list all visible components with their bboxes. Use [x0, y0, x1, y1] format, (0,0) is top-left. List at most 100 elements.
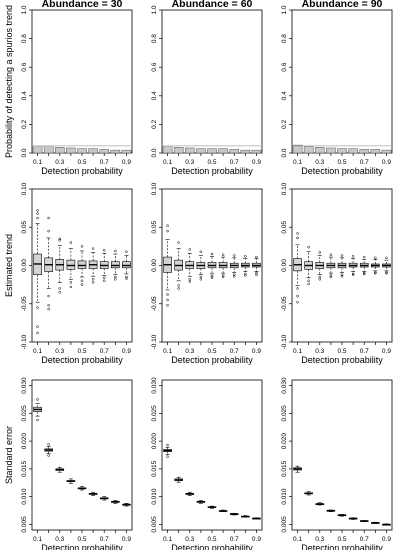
bar [229, 149, 240, 154]
panel-6: -0.10 -0.05 0.00 0.05 0.10 0.1 0.3 0.5 0.7 0.9Det… [281, 182, 393, 365]
outlier-point [351, 255, 355, 258]
outlier-point [58, 291, 62, 294]
outlier-point [329, 275, 333, 279]
outlier-point [221, 274, 225, 277]
box-0.8 [371, 521, 380, 524]
y-tick-label: 0.020 [281, 433, 288, 450]
panel-2: Abundance = 60 0.0 0.2 0.4 0.6 0.8 1.0 0.1 0.3 0.… [151, 0, 263, 176]
bar [218, 148, 228, 154]
outlier-point [255, 271, 258, 275]
y-tick-label: 0.00 [151, 259, 158, 272]
x-tick-label: 0.3 [185, 536, 194, 543]
x-tick-label: 0.9 [252, 348, 261, 355]
y-tick-label: 0.4 [281, 91, 288, 100]
x-tick-label: 0.1 [293, 536, 302, 543]
box-0.4 [66, 241, 76, 289]
y-tick-label: 0.0 [281, 148, 288, 157]
box-0.5 [77, 486, 87, 491]
box-0.1 [293, 465, 302, 473]
panel-4: -0.10 -0.05 0.00 0.05 0.10 0.1 0.3 0.5 0.7 0.9Det… [4, 182, 133, 365]
outlier-point [58, 287, 62, 290]
outlier-point [188, 248, 192, 251]
outlier-point [351, 272, 355, 276]
x-tick-label: 0.7 [230, 536, 239, 543]
y-tick-label: 0.2 [21, 120, 28, 129]
outlier-point [166, 293, 169, 296]
outlier-point [351, 273, 355, 276]
x-tick-label: 0.1 [33, 536, 42, 543]
bar [314, 147, 325, 154]
y-tick-label: -0.10 [21, 334, 28, 349]
outlier-point [199, 275, 203, 279]
outlier-point [385, 271, 388, 275]
panel-3: Abundance = 90 0.0 0.2 0.4 0.6 0.8 1.0 0.1 0.3 0.… [281, 0, 393, 176]
bar [303, 146, 314, 154]
outlier-point [232, 254, 236, 257]
box-0.5 [337, 254, 347, 278]
x-axis-label: Detection probability [41, 166, 123, 176]
outlier-point [102, 279, 106, 283]
bar [326, 147, 336, 154]
outlier-point [232, 274, 236, 278]
x-tick-label: 0.7 [100, 536, 109, 543]
bar [292, 144, 303, 154]
outlier-point [374, 256, 377, 260]
y-tick-label: 0.4 [21, 91, 28, 100]
box-0.4 [326, 253, 336, 279]
box-0.2 [174, 241, 183, 290]
outlier-point [318, 251, 322, 254]
x-tick-label: 0.1 [33, 159, 42, 166]
outlier-point [188, 280, 192, 283]
y-tick-label: 0.05 [151, 221, 158, 234]
box-0.5 [207, 505, 217, 509]
box-0.3 [315, 251, 325, 281]
panel-8: 0.005 0.010 0.015 0.020 0.025 0.030 0.1 0.3 0.5 0… [151, 377, 263, 550]
x-tick-label: 0.5 [207, 536, 216, 543]
outlier-point [125, 275, 128, 279]
outlier-point [114, 249, 117, 253]
y-tick-label: -0.10 [151, 334, 158, 349]
x-tick-label: 0.3 [55, 536, 64, 543]
box-0.3 [185, 491, 195, 496]
x-tick-label: 0.7 [100, 159, 109, 166]
outlier-point [36, 212, 39, 215]
box-0.8 [241, 515, 250, 518]
bar [381, 149, 392, 154]
x-tick-label: 0.5 [77, 348, 86, 355]
x-tick-label: 0.7 [360, 159, 369, 166]
box-0.7 [229, 513, 239, 516]
box-body [111, 261, 120, 269]
box-0.6 [88, 491, 98, 496]
outlier-point [47, 216, 50, 220]
y-tick-label: -0.05 [151, 296, 158, 311]
outlier-point [329, 274, 333, 277]
x-axis-label: Detection probability [41, 543, 123, 550]
x-axis-label: Detection probability [171, 166, 253, 176]
bar [110, 149, 121, 154]
y-tick-label: 0.020 [151, 433, 158, 450]
plot-frame [31, 379, 133, 531]
outlier-point [47, 294, 50, 298]
panel-title: Abundance = 30 [42, 0, 123, 10]
box-0.2 [304, 491, 313, 496]
box-0.1 [163, 443, 172, 458]
bar [77, 148, 87, 154]
bar [121, 149, 132, 154]
outlier-point [166, 229, 169, 233]
panel-title: Abundance = 90 [302, 0, 383, 10]
box-0.3 [185, 248, 195, 283]
outlier-point [340, 274, 344, 278]
outlier-point [80, 245, 84, 248]
panel-5: -0.10 -0.05 0.00 0.05 0.10 0.1 0.3 0.5 0.7 0.9Det… [151, 182, 263, 365]
x-tick-label: 0.7 [360, 348, 369, 355]
box-0.7 [99, 496, 109, 501]
outlier-point [296, 300, 299, 304]
x-tick-label: 0.1 [163, 159, 172, 166]
plot-frame [291, 9, 393, 154]
box-body [77, 260, 87, 269]
y-tick-label: 0.00 [21, 259, 28, 272]
x-tick-label: 0.9 [382, 536, 391, 543]
y-axis-label: Probability of detecting a spurios trend [4, 5, 14, 158]
outlier-point [244, 272, 247, 276]
y-tick-label: 0.010 [281, 488, 288, 505]
